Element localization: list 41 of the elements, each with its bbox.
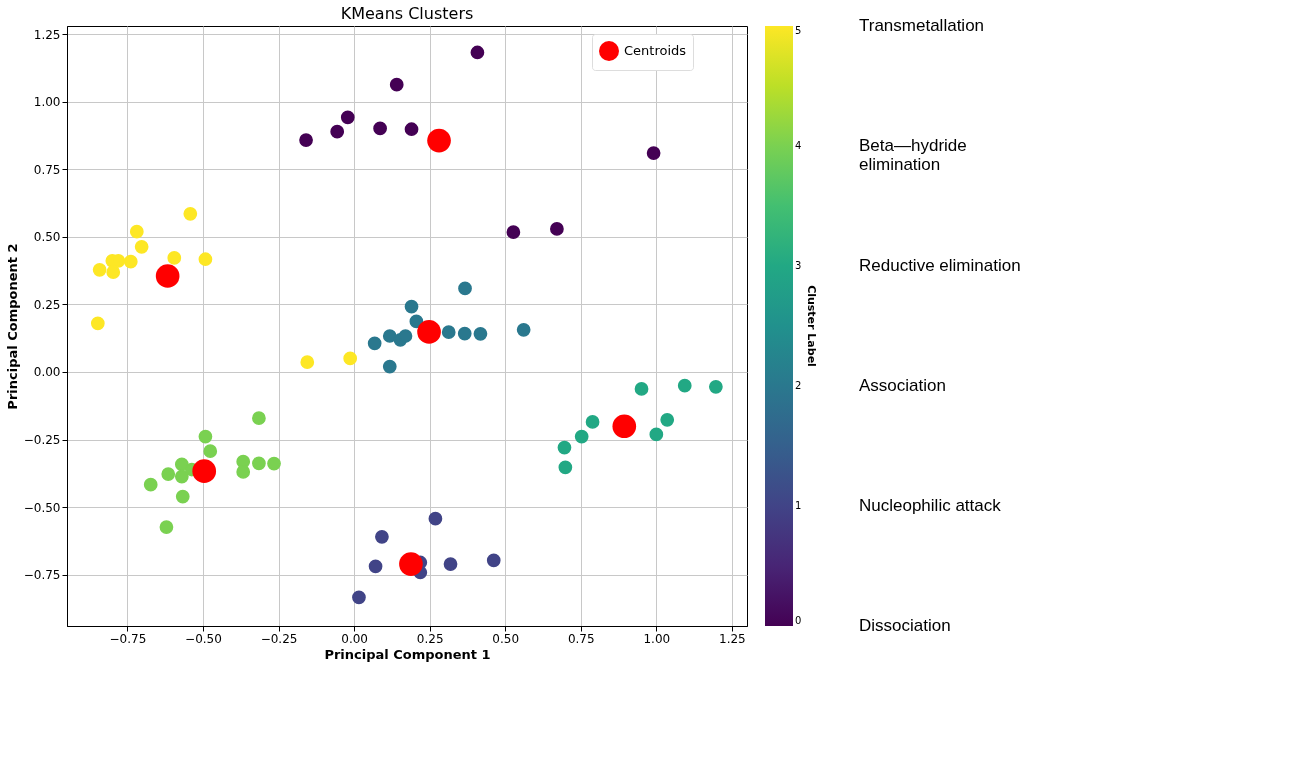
x-tick-label: −0.75 [109,631,147,646]
text: Transmetallation [859,16,985,35]
color-bar-title: Cluster Label [805,285,818,367]
y-tick-label: 0.25 [33,297,61,312]
y-tick-label: 1.25 [33,27,61,42]
y-tick-label: −0.75 [23,568,61,583]
y-tick-label: 1.00 [33,95,61,110]
point [155,264,180,288]
point [427,128,451,153]
color-bar-label: 5 [795,25,802,36]
color-bar-label: 3 [795,260,802,271]
point [399,552,423,576]
x-tick-label: −0.25 [260,631,298,646]
point [417,320,441,344]
color-bar-label: 1 [795,500,802,511]
y-tick-label: −0.25 [23,433,61,448]
x-tick-label: 0.50 [492,631,520,646]
point [612,414,637,439]
x-tick-label: 0.25 [416,631,444,646]
text: Nucleophilic attack [859,496,1002,515]
x-tick-label: 0.00 [341,631,368,646]
y-tick-label: 0.00 [33,365,61,380]
x-tick-label: 0.75 [567,631,595,646]
x-tick-label: 1.25 [719,631,746,646]
y-axis-title: Principal Component 2 [4,243,20,410]
color-bar-label: 4 [795,140,802,151]
y-tick-label: 0.50 [33,230,61,245]
color-bar-label: 2 [795,380,802,391]
chart-title: KMeans Clusters [340,4,474,23]
legend-label: Centroids [624,43,687,58]
x-axis-title: Principal Component 1 [324,646,491,662]
text: Dissociation [859,616,951,635]
x-tick-label: −0.50 [185,631,222,646]
y-tick-label: −0.50 [23,500,61,515]
text: Association [859,376,946,395]
text: Reductive elimination [859,256,1021,275]
y-tick-label: 0.75 [33,162,61,177]
x-tick-label: 1.00 [643,631,671,646]
point [192,459,217,483]
color-bar-label: 0 [795,615,802,626]
text: Beta—hydride elimination [859,136,967,174]
